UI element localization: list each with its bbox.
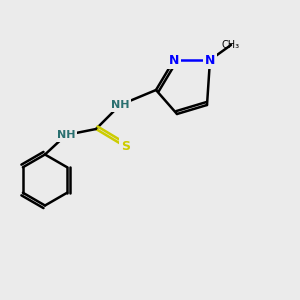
Text: N: N bbox=[169, 53, 179, 67]
Text: N: N bbox=[205, 53, 215, 67]
Text: NH: NH bbox=[111, 100, 129, 110]
Text: S: S bbox=[122, 140, 130, 154]
Text: CH₃: CH₃ bbox=[222, 40, 240, 50]
Text: NH: NH bbox=[57, 130, 75, 140]
